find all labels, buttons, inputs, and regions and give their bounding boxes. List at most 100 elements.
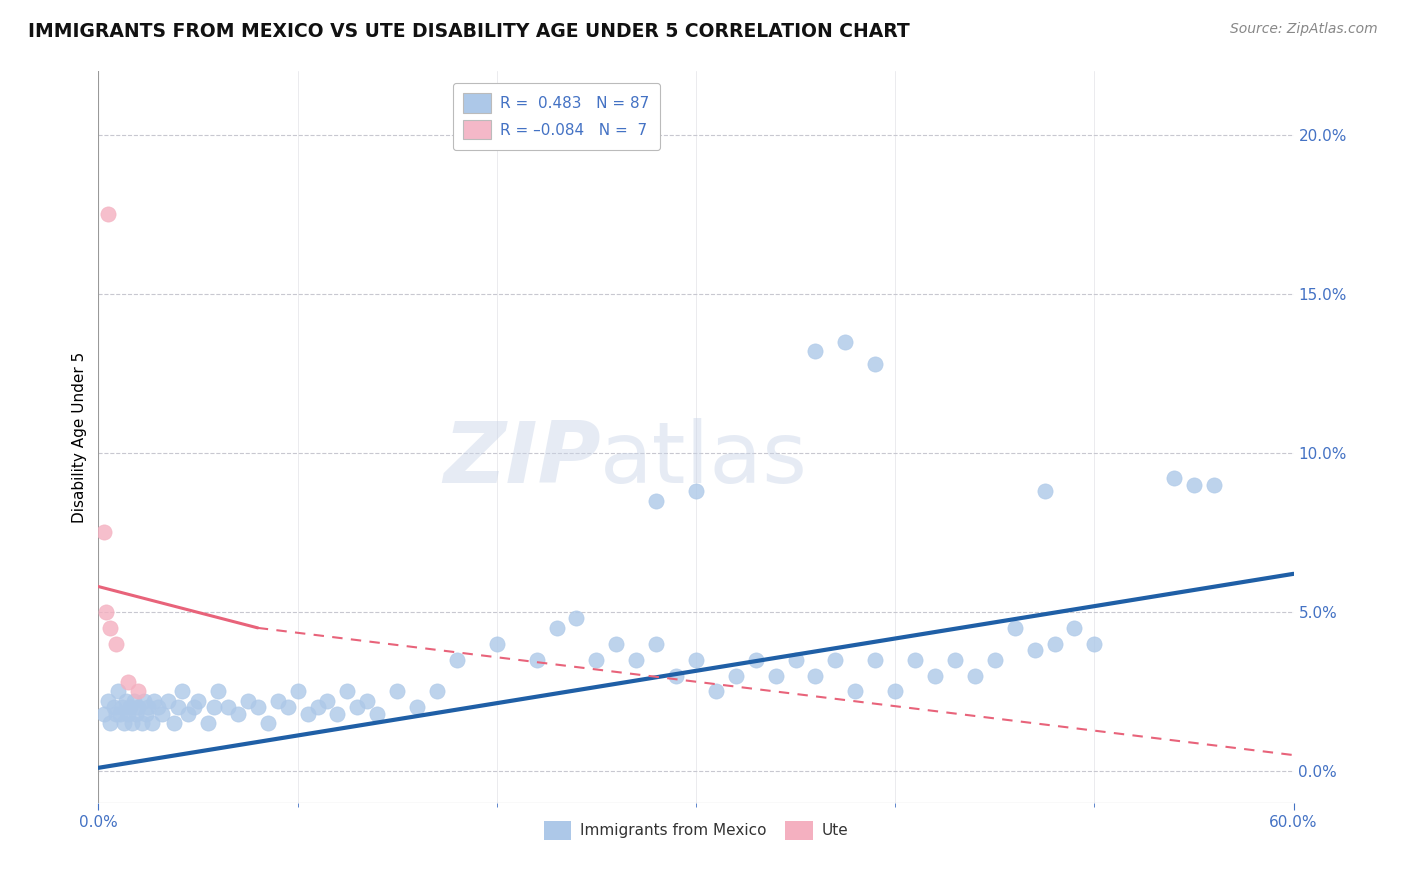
Point bbox=[1033, 484, 1056, 499]
Point bbox=[765, 668, 787, 682]
Point bbox=[943, 653, 966, 667]
Point bbox=[804, 344, 827, 359]
Point bbox=[96, 605, 118, 619]
Point bbox=[177, 706, 200, 721]
Point bbox=[924, 668, 946, 682]
Point bbox=[685, 484, 707, 499]
Point bbox=[316, 694, 339, 708]
Point bbox=[904, 653, 927, 667]
Point bbox=[226, 706, 249, 721]
Point bbox=[665, 668, 688, 682]
Point bbox=[167, 700, 190, 714]
Point bbox=[136, 700, 159, 714]
Point bbox=[605, 637, 627, 651]
Point bbox=[157, 694, 180, 708]
Point bbox=[1083, 637, 1105, 651]
Point bbox=[704, 684, 727, 698]
Point bbox=[546, 621, 568, 635]
Point bbox=[485, 637, 508, 651]
Point bbox=[804, 668, 827, 682]
Point bbox=[426, 684, 449, 698]
Point bbox=[117, 706, 139, 721]
Point bbox=[356, 694, 378, 708]
Point bbox=[98, 621, 122, 635]
Point bbox=[585, 653, 607, 667]
Point bbox=[645, 637, 668, 651]
Point bbox=[143, 694, 166, 708]
Point bbox=[745, 653, 768, 667]
Point bbox=[125, 706, 148, 721]
Point bbox=[236, 694, 259, 708]
Point bbox=[297, 706, 319, 721]
Point bbox=[115, 694, 138, 708]
Point bbox=[117, 675, 139, 690]
Text: Source: ZipAtlas.com: Source: ZipAtlas.com bbox=[1230, 22, 1378, 37]
Point bbox=[865, 357, 887, 371]
Point bbox=[111, 700, 134, 714]
Point bbox=[366, 706, 388, 721]
Point bbox=[150, 706, 173, 721]
Point bbox=[148, 700, 170, 714]
Point bbox=[346, 700, 368, 714]
Point bbox=[217, 700, 239, 714]
Point bbox=[526, 653, 548, 667]
Point bbox=[93, 706, 115, 721]
Point bbox=[336, 684, 359, 698]
Point bbox=[884, 684, 907, 698]
Point bbox=[565, 611, 588, 625]
Point bbox=[446, 653, 468, 667]
Point bbox=[112, 716, 135, 731]
Point bbox=[172, 684, 194, 698]
Point bbox=[1163, 471, 1185, 485]
Point bbox=[135, 706, 157, 721]
Point bbox=[277, 700, 299, 714]
Point bbox=[197, 716, 219, 731]
Text: atlas: atlas bbox=[600, 417, 808, 500]
Point bbox=[98, 716, 122, 731]
Point bbox=[785, 653, 807, 667]
Point bbox=[246, 700, 269, 714]
Point bbox=[187, 694, 209, 708]
Point bbox=[163, 716, 186, 731]
Point bbox=[1004, 621, 1026, 635]
Point bbox=[844, 684, 866, 698]
Text: ZIP: ZIP bbox=[443, 417, 600, 500]
Point bbox=[287, 684, 309, 698]
Point bbox=[724, 668, 747, 682]
Point bbox=[120, 700, 142, 714]
Point bbox=[1043, 637, 1066, 651]
Text: IMMIGRANTS FROM MEXICO VS UTE DISABILITY AGE UNDER 5 CORRELATION CHART: IMMIGRANTS FROM MEXICO VS UTE DISABILITY… bbox=[28, 22, 910, 41]
Point bbox=[207, 684, 229, 698]
Point bbox=[984, 653, 1007, 667]
Point bbox=[141, 716, 163, 731]
Point bbox=[93, 525, 115, 540]
Y-axis label: Disability Age Under 5: Disability Age Under 5 bbox=[72, 351, 87, 523]
Point bbox=[685, 653, 707, 667]
Point bbox=[963, 668, 986, 682]
Point bbox=[865, 653, 887, 667]
Point bbox=[1182, 477, 1205, 491]
Point bbox=[1024, 643, 1046, 657]
Point bbox=[626, 653, 648, 667]
Point bbox=[202, 700, 225, 714]
Point bbox=[1202, 477, 1225, 491]
Point bbox=[97, 207, 120, 221]
Point bbox=[131, 716, 153, 731]
Point bbox=[385, 684, 409, 698]
Point bbox=[834, 334, 856, 349]
Point bbox=[1063, 621, 1085, 635]
Point bbox=[127, 684, 149, 698]
Point bbox=[97, 694, 120, 708]
Point bbox=[127, 700, 149, 714]
Point bbox=[107, 684, 129, 698]
Point bbox=[824, 653, 846, 667]
Point bbox=[307, 700, 329, 714]
Legend: Immigrants from Mexico, Ute: Immigrants from Mexico, Ute bbox=[537, 814, 855, 847]
Point bbox=[121, 716, 143, 731]
Point bbox=[267, 694, 290, 708]
Point bbox=[105, 706, 128, 721]
Point bbox=[645, 493, 668, 508]
Point bbox=[256, 716, 278, 731]
Point bbox=[183, 700, 205, 714]
Point bbox=[103, 700, 125, 714]
